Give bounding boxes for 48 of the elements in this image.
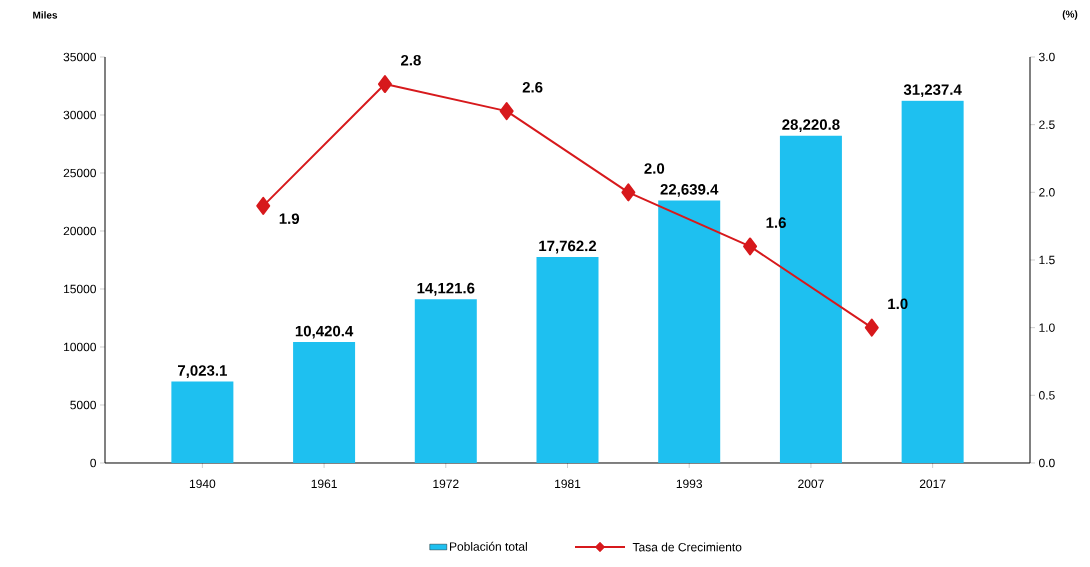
y-tick-label: 25000 [63, 168, 97, 178]
x-tick-label: 2017 [919, 479, 946, 489]
y2-axis-title: (%) [1062, 10, 1078, 20]
y2-tick-label: 2.0 [1039, 188, 1055, 197]
x-tick-label: 2007 [798, 479, 824, 489]
point [743, 237, 758, 256]
point [377, 75, 392, 94]
y-tick-label: 5000 [70, 400, 97, 410]
x-tick-label: 1961 [311, 479, 337, 489]
point [621, 183, 636, 202]
y-axis-title: Miles [33, 11, 58, 19]
data-label: 28,220.8 [782, 119, 840, 133]
x-tick-label: 1940 [189, 479, 216, 489]
data-label: 22,639.4 [660, 184, 719, 197]
data-label: 2.8 [400, 54, 421, 66]
bar [658, 200, 721, 463]
data-label: 2.0 [644, 163, 665, 174]
y-tick-label: 10000 [64, 342, 97, 352]
y2-tick-label: 3.0 [1038, 52, 1055, 62]
y-tick-label: 35000 [63, 52, 97, 62]
x-tick-label: 1981 [555, 479, 581, 489]
point [499, 102, 514, 121]
point [256, 196, 271, 215]
bar [293, 342, 356, 463]
data-label: 2.6 [522, 81, 543, 93]
bar [414, 299, 477, 463]
y2-tick-label: 1.5 [1039, 255, 1055, 265]
bar [171, 381, 234, 463]
y-tick-label: 0 [90, 458, 97, 468]
y-tick-label: 15000 [64, 284, 97, 294]
data-label: 17,762.2 [539, 240, 597, 254]
data-label: 31,237.4 [903, 84, 962, 98]
legend-label: Tasa de Crecimiento [632, 542, 742, 552]
y-tick-label: 20000 [63, 226, 97, 236]
y-tick-label: 30000 [63, 110, 97, 120]
legend-label: Población total [449, 541, 527, 551]
data-label: 7,023.1 [178, 365, 227, 378]
y2-tick-label: 1.0 [1039, 323, 1055, 332]
x-tick-label: 1972 [433, 479, 459, 489]
data-label: 1.9 [279, 213, 300, 224]
point [864, 318, 879, 337]
data-label: 14,121.6 [417, 282, 475, 296]
data-label: 10,420.4 [295, 325, 354, 339]
x-tick-label: 1993 [676, 479, 703, 489]
y2-tick-label: 0.0 [1039, 458, 1055, 468]
y2-tick-label: 2.5 [1039, 120, 1055, 129]
y2-tick-label: 0.5 [1039, 391, 1055, 400]
bar [536, 256, 599, 463]
